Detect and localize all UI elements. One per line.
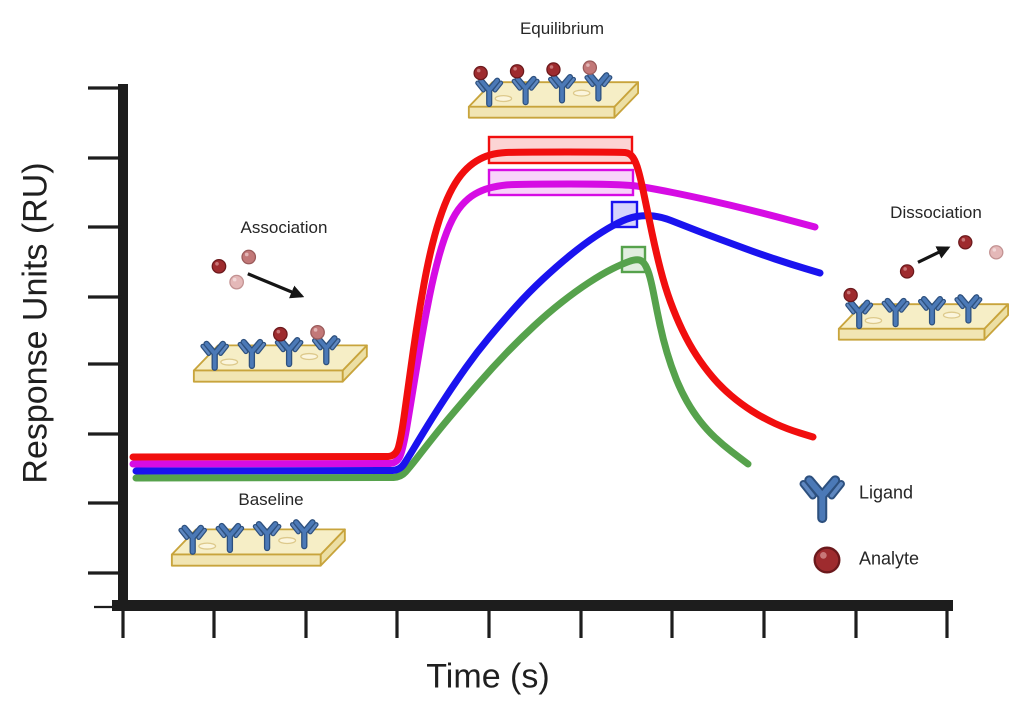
analyte-ball-icon — [546, 62, 561, 77]
analyte-ball-icon — [473, 65, 488, 81]
legend-analyte-label: Analyte — [859, 548, 920, 569]
association-arrow-icon — [247, 272, 305, 299]
analyte-ball-icon — [241, 249, 257, 265]
curve-red-highest-response — [129, 148, 817, 461]
legend-analyte-icon — [813, 546, 841, 574]
x-axis-line — [112, 600, 953, 611]
analyte-ball-icon — [211, 258, 227, 274]
curve-green-lowest-response — [132, 256, 752, 482]
association-label: Association — [240, 218, 328, 237]
y-axis-line — [118, 84, 128, 611]
analyte-ball-icon — [843, 287, 858, 303]
sensorgram-curves — [129, 148, 824, 482]
analyte-ball-icon — [509, 64, 525, 79]
equilibrium-highlight-bands — [487, 135, 647, 274]
analyte-ball-icon — [989, 245, 1004, 260]
analyte-ball-icon — [958, 235, 973, 250]
y-axis-title: Response Units (RU) — [16, 162, 55, 484]
curve-blue-medium-response — [132, 212, 824, 475]
analyte-ball-icon — [272, 326, 288, 342]
baseline-label: Baseline — [238, 490, 304, 509]
dissociation-chip-illustration — [837, 235, 1009, 341]
legend-ligand-icon — [803, 480, 841, 518]
equilibrium-label: Equilibrium — [519, 19, 605, 38]
curve-magenta-high-response — [129, 180, 819, 468]
legend-ligand-label: Ligand — [859, 482, 914, 503]
baseline-chip-illustration — [170, 522, 346, 567]
equilibrium-chip-illustration — [467, 60, 639, 119]
analyte-ball-icon — [899, 264, 915, 279]
analyte-ball-icon — [229, 274, 244, 290]
axes — [88, 84, 953, 638]
analyte-ball-icon — [310, 324, 325, 340]
association-chip-illustration — [192, 249, 368, 383]
analyte-ball-icon — [582, 60, 598, 75]
dissociation-arrow-icon — [917, 246, 951, 264]
x-axis-title: Time (s) — [426, 657, 550, 696]
dissociation-label: Dissociation — [890, 203, 982, 222]
